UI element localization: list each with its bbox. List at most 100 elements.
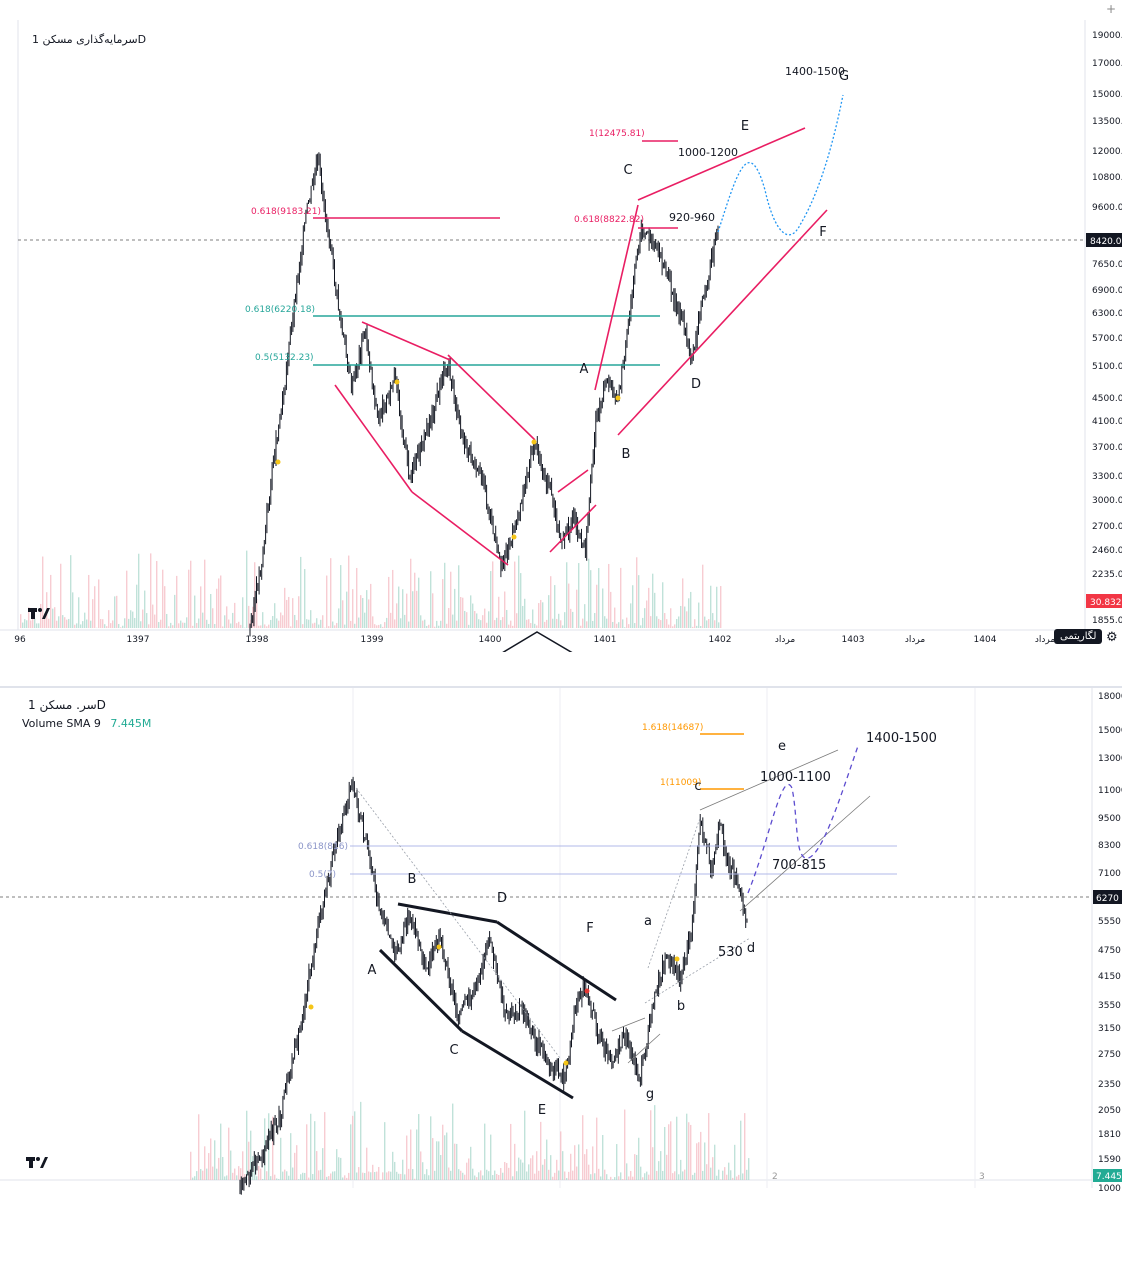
volume-bar <box>334 625 336 628</box>
volume-bar <box>308 1177 310 1180</box>
volume-bar <box>516 1171 518 1180</box>
fib-label: 0.618(6220.18) <box>245 305 315 315</box>
volume-bar <box>462 1172 464 1180</box>
volume-bar <box>202 1170 204 1180</box>
volume-bar <box>504 591 506 628</box>
volume-bar <box>236 623 238 628</box>
signal-dot <box>308 1004 314 1010</box>
volume-bar <box>540 1121 542 1180</box>
volume-bar <box>650 616 652 628</box>
volume-bar <box>138 553 140 628</box>
price-tick-label: 2235.00 <box>1092 570 1122 580</box>
volume-bar <box>52 608 54 628</box>
volume-bar <box>554 1172 556 1180</box>
volume-bar <box>342 1177 344 1180</box>
bottom-chart-canvas[interactable]: 18000 15000 13000 11000 9500 8300 7100 6270 5550… <box>0 688 1122 1280</box>
volume-bar <box>472 603 474 628</box>
volume-bar <box>40 603 42 628</box>
volume-bar <box>228 1127 230 1180</box>
add-icon[interactable]: + <box>1106 2 1117 16</box>
volume-bar <box>516 613 518 628</box>
volume-bar <box>652 1147 654 1180</box>
last-price-tag-bg <box>1086 233 1122 247</box>
volume-bar <box>300 1174 302 1180</box>
volume-bar <box>192 1177 194 1180</box>
volume-bar <box>256 1176 258 1180</box>
volume-tag: 7.445M <box>1096 1172 1122 1182</box>
volume-bar <box>592 620 594 628</box>
volume-bar <box>498 1175 500 1180</box>
volume-bar <box>210 1138 212 1180</box>
volume-bar <box>140 621 142 628</box>
price-tick-label: 1855.00 <box>1092 616 1122 626</box>
gear-icon[interactable]: ⚙ <box>1106 630 1118 645</box>
volume-bar <box>346 591 348 628</box>
volume-bar <box>538 1170 540 1180</box>
top-chart-timeframe[interactable]: 1D <box>32 33 147 46</box>
volume-bar <box>700 626 702 628</box>
time-tick-label: 1400 <box>479 635 502 645</box>
volume-bar <box>638 575 640 628</box>
volume-bar <box>624 1109 626 1180</box>
volume-bar <box>610 1176 612 1180</box>
volume-bar <box>280 1137 282 1180</box>
signal-dot <box>436 944 442 950</box>
pane-number: 2 <box>772 1172 778 1182</box>
volume-bar <box>392 1151 394 1180</box>
target-label: 920-960 <box>669 211 715 224</box>
tradingview-logo-bottom <box>26 1154 48 1168</box>
volume-bar <box>644 1173 646 1180</box>
volume-bar <box>664 613 666 628</box>
volume-bar <box>290 626 292 628</box>
volume-bar <box>696 1143 698 1180</box>
volume-bar <box>356 1172 358 1180</box>
last-price-tag-bg <box>1093 890 1122 904</box>
price-tick-label: 12000.00 <box>1092 147 1122 157</box>
volume-bar <box>662 1170 664 1180</box>
volume-bar <box>278 1178 280 1180</box>
volume-bar <box>194 1176 196 1180</box>
volume-bar <box>374 1172 376 1180</box>
volume-bar <box>602 1135 604 1180</box>
volume-bar <box>606 618 608 628</box>
volume-bar <box>436 1141 438 1180</box>
volume-bar <box>496 617 498 628</box>
volume-bar <box>80 624 82 628</box>
bottom-chart-timeframe[interactable]: 1D <box>28 698 106 712</box>
volume-bar <box>682 578 684 628</box>
channel-line <box>378 948 464 1033</box>
volume-bar <box>552 1176 554 1180</box>
volume-bar <box>334 1171 336 1180</box>
volume-bar <box>108 610 110 628</box>
volume-bar <box>506 609 508 628</box>
bottom-chart-header: سر. مسکن 1D <box>22 698 106 712</box>
volume-bar <box>372 1164 374 1180</box>
volume-bar <box>718 622 720 628</box>
volume-bar <box>530 623 532 628</box>
volume-bar <box>366 1147 368 1180</box>
volume-bar <box>396 1171 398 1180</box>
target-label: 1400-1500 <box>866 731 937 746</box>
top-chart-panel[interactable]: سرمایه‌گذاری مسکن 1D + 19000.0017000.001… <box>0 0 1122 652</box>
top-chart-canvas[interactable]: 19000.00 17000.00 15000.00 13500.00 12000.00… <box>0 0 1122 652</box>
bottom-chart-panel[interactable]: سر. مسکن 1D 18000 15000 13000 11000 9500 8300… <box>0 688 1122 1280</box>
volume-bar <box>656 1170 658 1180</box>
volume-bar <box>612 621 614 628</box>
volume-bar <box>738 1174 740 1180</box>
volume-bar <box>440 1155 442 1180</box>
volume-bar <box>56 620 58 628</box>
volume-bar <box>534 1173 536 1180</box>
volume-bar <box>662 582 664 628</box>
volume-bar <box>486 622 488 628</box>
volume-bar <box>508 1167 510 1180</box>
volume-bar <box>426 625 428 628</box>
volume-bar <box>726 1174 728 1180</box>
channel-line <box>496 920 617 1002</box>
volume-bar <box>22 622 24 628</box>
log-scale-button[interactable]: لگاریتمی <box>1054 629 1103 644</box>
volume-legend[interactable]: Volume SMA 9 7.445M <box>22 717 151 730</box>
volume-bar <box>288 596 290 628</box>
volume-bar <box>382 1172 384 1180</box>
signal-dot <box>615 395 621 401</box>
volume-bar <box>174 594 176 628</box>
